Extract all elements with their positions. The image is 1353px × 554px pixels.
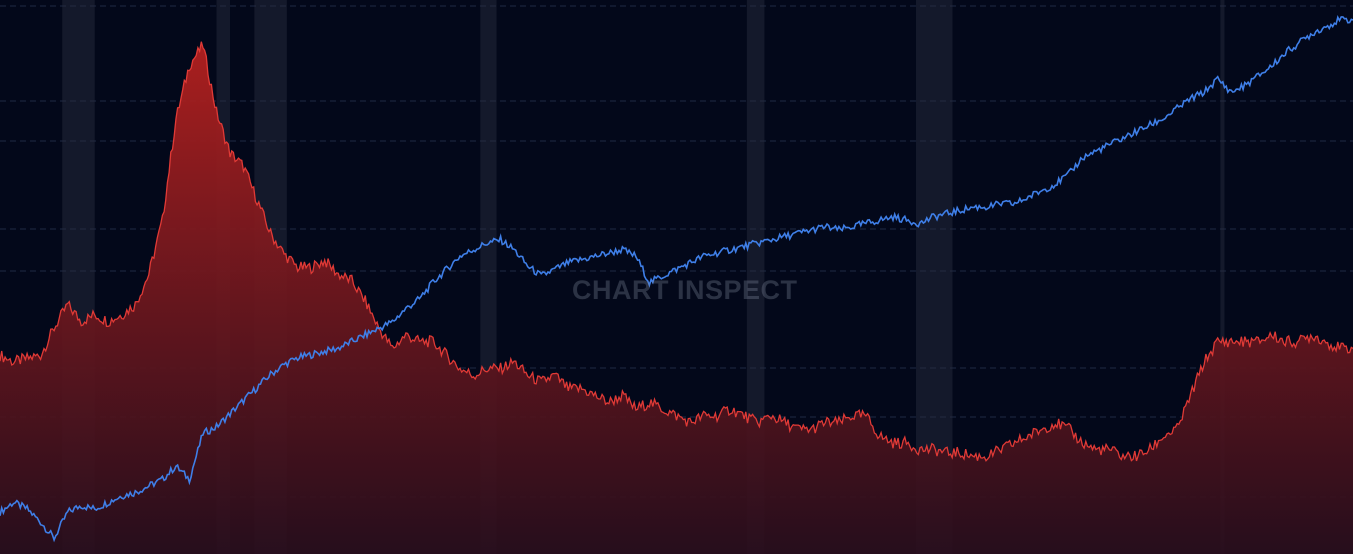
line-series — [0, 15, 1353, 543]
line-series-path — [0, 15, 1353, 543]
area-series-line — [0, 41, 1353, 462]
area-series — [0, 41, 1353, 554]
recession-band — [1220, 0, 1225, 554]
area-series-fill — [0, 41, 1353, 554]
